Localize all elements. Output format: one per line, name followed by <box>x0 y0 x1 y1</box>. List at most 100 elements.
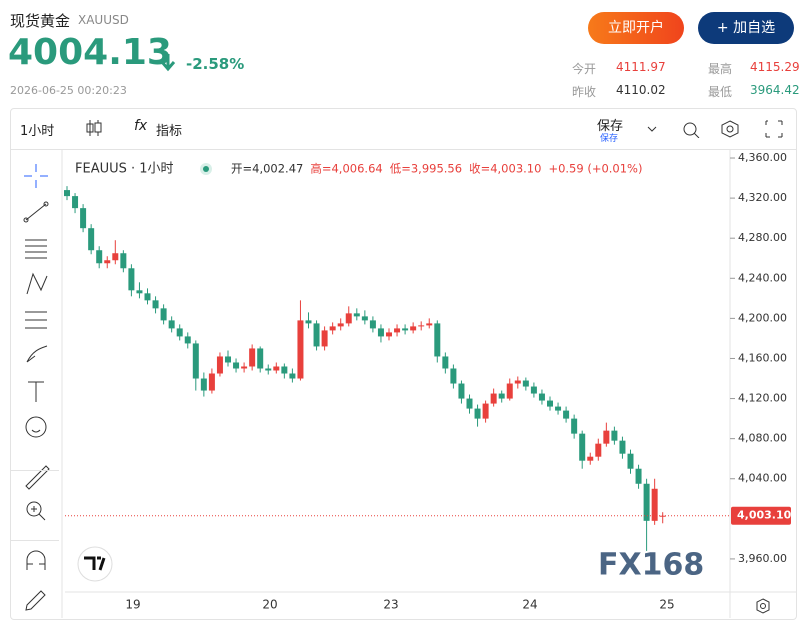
last-price-box <box>731 506 791 525</box>
candle-body <box>482 403 489 419</box>
candle-body <box>88 228 95 251</box>
y-tick-label: 4,080.00 <box>738 432 787 445</box>
candle-body <box>490 393 497 404</box>
candle-body <box>208 373 215 391</box>
candle-body <box>377 328 384 337</box>
open-account-button[interactable]: 立即开户 <box>588 12 684 44</box>
candle-body <box>329 326 336 331</box>
candle-body <box>136 290 143 294</box>
candle-body <box>587 456 594 461</box>
chart-title: FEAUUS · 1小时 <box>75 162 174 177</box>
toolbar-sep <box>11 540 59 541</box>
legend-value: 低=3,995.56 <box>390 162 462 176</box>
candle-body <box>265 368 272 371</box>
asset-name: 现货黄金 <box>10 12 71 30</box>
y-tick-label: 3,960.00 <box>738 552 787 565</box>
x-tick-label: 24 <box>522 598 537 612</box>
timestamp: 2026-06-25 00:20:23 <box>10 84 127 97</box>
candle-body <box>611 430 618 441</box>
candle-body <box>538 393 545 401</box>
status-dot <box>203 166 209 172</box>
candle-body <box>555 406 562 411</box>
x-tick-label: 19 <box>125 598 140 612</box>
settings-icon[interactable] <box>756 598 770 614</box>
candle-body <box>281 366 288 374</box>
candle-body <box>522 380 529 387</box>
candle-body <box>450 368 457 384</box>
candle-body <box>571 418 578 434</box>
candle-body <box>233 362 240 369</box>
candle-body <box>418 325 425 327</box>
candle-body <box>297 320 304 379</box>
toolbar-sep <box>11 470 59 471</box>
candle-body <box>313 323 320 347</box>
candle-body <box>619 440 626 454</box>
candle-body <box>144 293 151 301</box>
candle-body <box>216 356 223 374</box>
candle-body <box>474 408 481 419</box>
x-tick-label: 20 <box>262 598 277 612</box>
candle-body <box>321 330 328 347</box>
candle-body <box>168 320 175 329</box>
stat-value: 4115.29 <box>750 60 800 74</box>
fx-icon[interactable]: fx <box>134 118 148 134</box>
candle-body <box>305 320 312 324</box>
legend-value: 高=4,006.64 <box>310 162 382 176</box>
candle-type-icon[interactable] <box>84 118 104 138</box>
candle-body <box>120 253 127 269</box>
candle-body <box>410 326 417 331</box>
candle-body <box>466 398 473 409</box>
candle-body <box>72 196 79 209</box>
y-tick-label: 4,160.00 <box>738 351 787 364</box>
candle-body <box>426 323 433 326</box>
candle-body <box>579 433 586 461</box>
last-price-label: 4,003.10 <box>737 509 792 522</box>
candle-body <box>402 328 409 331</box>
down-arrow <box>160 54 176 72</box>
candle-body <box>595 443 602 457</box>
candle-body <box>128 268 135 291</box>
candle-body <box>651 488 658 521</box>
candle-body <box>104 260 111 264</box>
x-tick-label: 23 <box>383 598 398 612</box>
candle-body <box>434 323 441 357</box>
candle-body <box>184 336 191 344</box>
candle-body <box>112 253 119 261</box>
candle-body <box>192 343 199 379</box>
indicators[interactable]: 指标 <box>156 124 183 139</box>
candle-body <box>506 383 513 399</box>
candle-body <box>369 320 376 329</box>
candle-body <box>80 208 87 229</box>
candle-body <box>176 328 183 337</box>
candle-body <box>64 190 70 197</box>
candle-body <box>563 410 570 419</box>
stat-label: 最高 <box>708 62 733 76</box>
candle-body <box>152 300 159 309</box>
save[interactable]: 保存 <box>597 119 624 134</box>
candle-body <box>627 453 634 469</box>
y-tick-label: 4,320.00 <box>738 191 787 204</box>
candle-body <box>498 393 505 399</box>
legend-value: +0.59 (+0.01%) <box>548 162 642 176</box>
candle-body <box>353 313 360 317</box>
candle-body <box>249 348 256 367</box>
candle-body <box>635 468 642 484</box>
watermark: FX168 <box>598 548 704 583</box>
toolbar-icons <box>647 120 783 138</box>
candle-body <box>458 383 465 399</box>
stat-value: 3964.42 <box>750 83 800 97</box>
stat-value: 4110.02 <box>616 83 666 97</box>
candle-body <box>530 386 537 394</box>
candle-body <box>337 323 344 327</box>
toolbar-divider <box>11 149 796 150</box>
price: 4004.13 <box>8 32 172 73</box>
interval[interactable]: 1小时 <box>20 124 55 139</box>
y-tick-label: 4,280.00 <box>738 231 787 244</box>
y-tick-label: 4,240.00 <box>738 271 787 284</box>
candle-body <box>547 400 553 407</box>
asset-symbol: XAUUSD <box>78 13 129 27</box>
watchlist-button[interactable]: + 加自选 <box>698 12 794 44</box>
